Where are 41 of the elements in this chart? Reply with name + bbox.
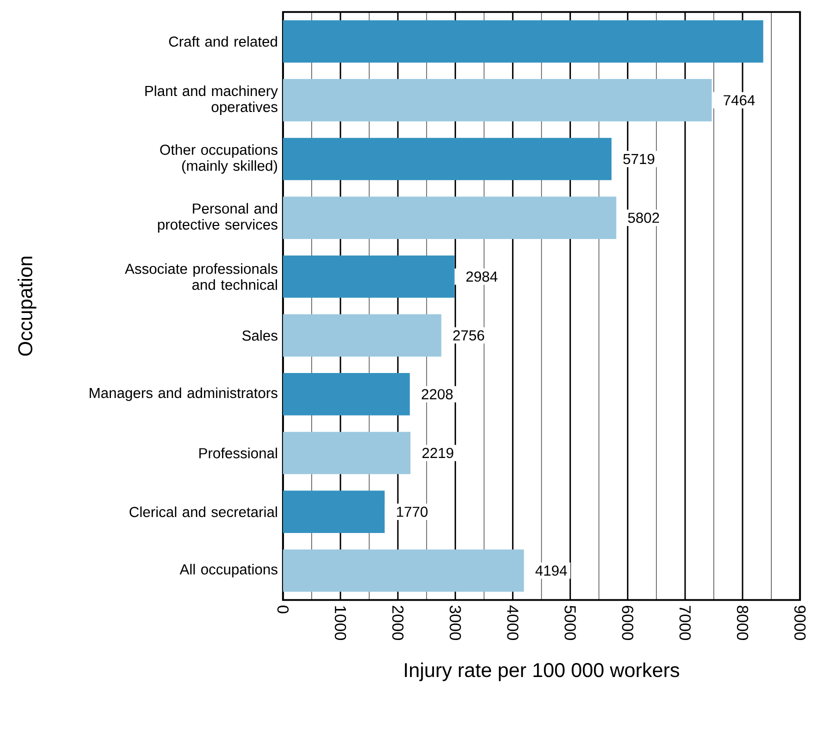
x-tick-label: 8000 xyxy=(736,606,748,640)
y-axis-title: Occupation xyxy=(18,256,36,356)
x-tick-label: 6000 xyxy=(622,606,634,640)
x-axis-title: Injury rate per 100 000 workers xyxy=(404,662,680,682)
bar xyxy=(283,432,410,474)
bar xyxy=(283,138,612,180)
y-tick-label: Other occupations (mainly skilled) xyxy=(160,144,278,174)
bar xyxy=(283,373,410,416)
x-tick-label: 5000 xyxy=(564,606,576,640)
data-label: 2984 xyxy=(466,271,498,282)
y-tick-label: Clerical and secretarial xyxy=(130,506,277,518)
bar xyxy=(283,314,442,357)
x-tick-label: 0 xyxy=(277,606,289,614)
y-tick-label: Professional xyxy=(199,448,277,458)
x-tick-label: 7000 xyxy=(679,606,691,640)
x-tick-label: 4000 xyxy=(507,605,518,640)
data-label: 2756 xyxy=(453,330,484,341)
data-label: 7464 xyxy=(724,95,755,106)
bar xyxy=(283,20,764,63)
x-tick-label: 9000 xyxy=(794,606,806,640)
data-label: 2219 xyxy=(422,448,454,458)
bar xyxy=(283,196,616,239)
x-tick-label: 2000 xyxy=(392,606,404,640)
bar xyxy=(283,549,524,592)
data-label: 2208 xyxy=(422,389,453,400)
x-tick-label: 1000 xyxy=(334,606,346,640)
bar xyxy=(283,255,454,298)
y-tick-label: Associate professionals and technical xyxy=(124,263,278,290)
data-label: 1770 xyxy=(396,506,428,517)
x-tick-label: 3000 xyxy=(450,606,461,640)
data-label: 5802 xyxy=(628,212,660,223)
bar xyxy=(283,490,385,533)
data-label: 4194 xyxy=(535,565,567,576)
data-label: 5719 xyxy=(623,154,654,164)
y-tick-label: All occupations xyxy=(180,564,278,578)
y-tick-label: Personal and protective services xyxy=(158,203,278,233)
y-tick-label: Craft and related xyxy=(169,36,278,47)
y-tick-label: Sales xyxy=(242,330,278,341)
bar xyxy=(283,79,712,122)
y-tick-label: Plant and machinery operatives xyxy=(145,85,278,115)
y-tick-label: Managers and administrators xyxy=(90,387,278,401)
